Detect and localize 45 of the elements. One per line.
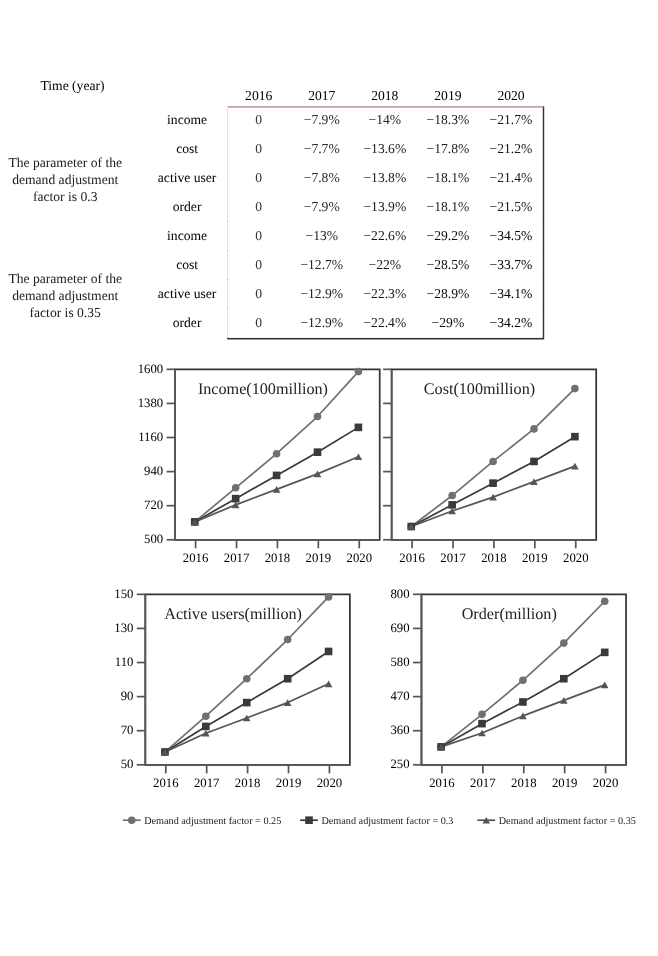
text: Cost(100million) [423,380,536,399]
point [478,729,486,737]
point [530,478,538,485]
point [354,453,363,461]
point [571,432,579,441]
point [202,722,210,731]
point [202,712,210,721]
point [242,674,251,683]
point [202,729,210,737]
point [571,384,579,393]
point [600,681,609,689]
point [231,483,240,492]
point [283,635,292,644]
point [600,597,609,606]
point [231,501,240,509]
point [530,457,538,466]
text: Active users(million) [164,605,303,624]
point [313,412,322,421]
point [560,674,568,683]
point [324,593,333,601]
text: Order(million) [461,605,558,624]
point [283,674,292,683]
point [478,719,486,728]
point [519,698,527,706]
point [519,712,527,720]
point [283,699,292,706]
point [242,714,251,722]
point [448,501,456,509]
point [489,479,497,487]
point [324,680,333,688]
point [600,648,609,657]
point [272,449,281,458]
point [272,486,281,493]
point [489,457,497,466]
point [313,470,322,478]
point [560,639,568,647]
point [560,697,568,704]
point [354,367,363,376]
text: Income(100million) [197,380,329,399]
point [530,425,538,433]
point [519,676,527,685]
point [448,491,456,500]
point [478,710,486,719]
point [313,448,322,456]
point [242,698,251,707]
